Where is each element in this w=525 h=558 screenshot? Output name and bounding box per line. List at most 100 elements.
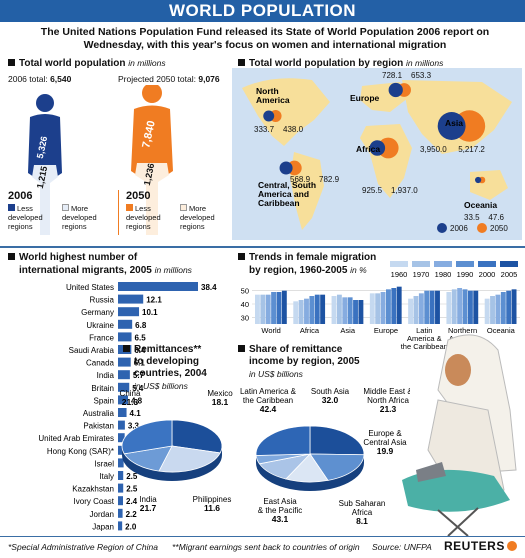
female-bar — [495, 294, 501, 324]
region-value-2006: 333.7 — [254, 125, 275, 134]
page-title: WORLD POPULATION — [0, 0, 525, 22]
footnote-1: *Special Administrative Region of China — [8, 542, 158, 552]
female-bar — [490, 296, 495, 324]
reuters-dot-icon — [506, 541, 517, 551]
migrant-country-label: Britain — [91, 384, 114, 393]
female-bar — [309, 296, 315, 324]
migrant-country-label: Japan — [92, 522, 114, 531]
female-bar — [298, 300, 304, 324]
legend-2006-icon — [437, 223, 447, 233]
region-value-2050: 653.3 — [411, 71, 432, 80]
migrant-country-label: Hong Kong (SAR)* — [47, 447, 114, 456]
region-value-2006: 33.5 — [464, 213, 480, 222]
region-value-2050: 5,217.2 — [458, 145, 485, 154]
migrant-value-label: 4.8 — [131, 396, 143, 405]
migrant-bar — [118, 496, 123, 506]
migrants-heading: World highest number of international mi… — [8, 252, 192, 277]
year-2050-label: 2050 — [126, 190, 151, 202]
value-2050-less: 7,840 — [140, 120, 157, 149]
legend-swatch-icon — [8, 204, 15, 211]
female-bar — [336, 294, 342, 324]
bubble-2006 — [388, 82, 403, 98]
migrant-value-label: 4.1 — [130, 409, 142, 418]
region-label: Caribbean — [258, 198, 300, 208]
region-value-2006: 568.9 — [290, 175, 311, 184]
figure-2006-person-icon — [28, 94, 62, 235]
legend-2050-less: Less developed regions — [126, 204, 161, 231]
bullet-square-icon — [238, 253, 245, 260]
migrant-bar — [118, 471, 124, 480]
pie-value-label: 11.6 — [204, 503, 220, 513]
region-label: Central, South — [258, 180, 316, 190]
region-label: Asia — [445, 118, 463, 128]
female-bar — [353, 300, 358, 324]
region-label: America and — [258, 189, 309, 199]
female-bar — [462, 289, 468, 324]
board-leg — [437, 509, 469, 536]
legend-swatch-icon — [180, 204, 187, 211]
female-bar — [473, 290, 479, 324]
divider — [118, 190, 119, 235]
bullet-square-icon — [123, 345, 130, 352]
female-bar — [511, 289, 517, 324]
region-value-2006: 925.5 — [362, 186, 383, 195]
bullet-square-icon — [238, 345, 245, 352]
bubble-2006 — [475, 176, 482, 184]
female-bar — [408, 298, 414, 324]
pie-category-label: India — [139, 495, 157, 504]
iron-icon — [416, 462, 446, 482]
bubble-2006 — [437, 112, 466, 140]
female-bar — [484, 298, 490, 324]
legend-year-label: 1960 — [391, 270, 408, 279]
value-2006-more: 1,215 — [35, 165, 49, 189]
migrant-bar — [118, 282, 198, 291]
female-bar — [424, 290, 430, 324]
legend-year-swatch — [412, 261, 430, 267]
pie-value-label: 42.4 — [260, 404, 277, 414]
pie-category-label: Latin America & — [240, 387, 297, 396]
migrant-value-label: 3.3 — [128, 422, 140, 431]
migrant-value-label: 6.5 — [135, 333, 147, 342]
legend-2050-icon — [477, 223, 487, 233]
migrant-value-label: 6.1 — [134, 359, 146, 368]
migrant-country-label: United Arab Emirates — [38, 434, 114, 443]
female-bar — [358, 300, 364, 324]
migrant-bar — [118, 420, 125, 430]
migrant-bar — [118, 521, 123, 531]
female-category-label: Northern — [448, 326, 477, 335]
migrant-country-label: Germany — [81, 308, 114, 317]
year-2006-label: 2006 — [8, 190, 33, 202]
female-category-label: America & — [407, 334, 442, 343]
migrant-country-label: Ivory Coast — [74, 497, 115, 506]
legend-2006-more: More developed regions — [62, 204, 97, 231]
legend-year-label: 2000 — [479, 270, 496, 279]
female-bar — [418, 293, 424, 324]
bubble-2006 — [369, 140, 386, 156]
section-divider — [0, 246, 525, 248]
female-bar — [255, 294, 260, 324]
female-bar — [506, 290, 512, 324]
pie-value-label: 19.9 — [377, 446, 394, 456]
legend-swatch-icon — [62, 204, 69, 211]
female-bar — [271, 292, 277, 324]
female-category-label: Asia — [340, 326, 355, 335]
value-2050-more: 1,236 — [142, 162, 156, 186]
migrant-value-label: 2.5 — [126, 472, 138, 481]
region-value-2050: 782.9 — [319, 175, 340, 184]
legend-2006-less: Less developed regions — [8, 204, 43, 231]
female-category-label: the Caribbean — [401, 342, 448, 351]
female-bar — [451, 289, 457, 324]
female-bar — [435, 290, 440, 324]
female-bar — [342, 297, 348, 324]
y-tick-label: 30 — [241, 313, 249, 322]
migrant-value-label: 2.0 — [125, 522, 137, 531]
bubble-2006 — [263, 110, 275, 122]
female-category-label: Latin — [416, 326, 432, 335]
female-bar — [457, 288, 463, 324]
female-bar — [331, 296, 337, 324]
migrant-value-label: 6.4 — [134, 346, 146, 355]
region-label: Oceania — [464, 200, 497, 210]
legend-year-label: 2005 — [501, 270, 518, 279]
region-value-2050: 47.6 — [488, 213, 504, 222]
